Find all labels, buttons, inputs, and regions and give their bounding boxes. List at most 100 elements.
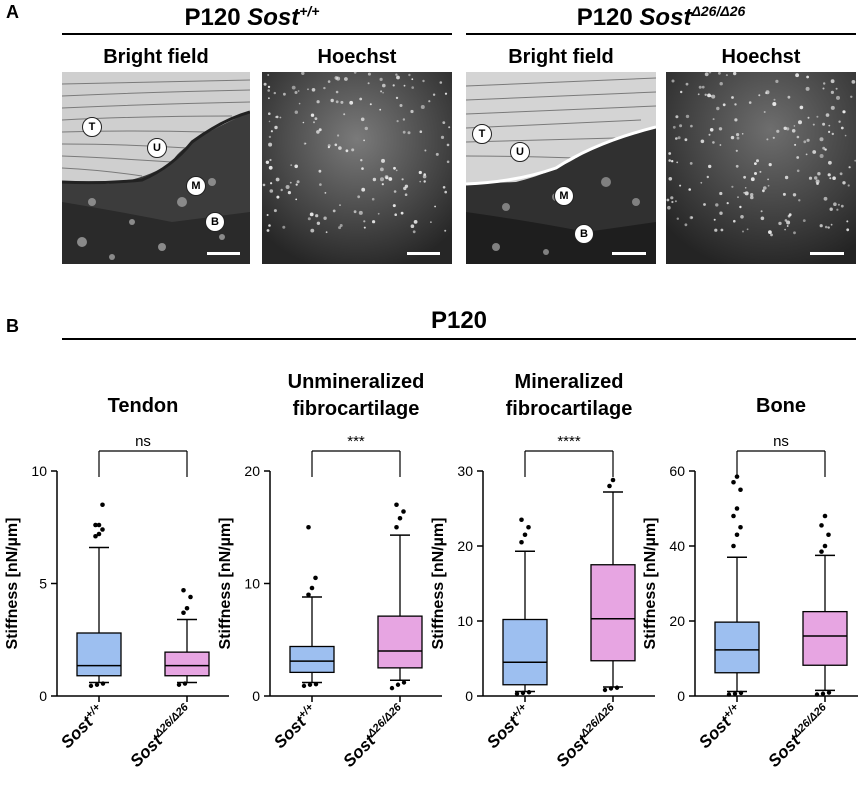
nucleus-dot [339, 204, 341, 207]
nucleus-dot [309, 212, 314, 217]
scale-bar [810, 252, 844, 255]
nucleus-dot [842, 181, 846, 185]
nucleus-dot [773, 98, 776, 101]
nucleus-dot [772, 136, 775, 139]
nucleus-dot [381, 158, 385, 163]
nucleus-dot [384, 175, 389, 179]
chart-2: Mineralized fibrocartilage Stiffness [nN/µ… [430, 371, 655, 771]
nucleus-dot [411, 78, 414, 81]
nucleus-dot [802, 219, 806, 223]
nucleus-dot [671, 160, 674, 163]
nucleus-dot [712, 118, 715, 121]
nucleus-dot [679, 184, 682, 187]
outlier-point [100, 681, 106, 686]
nucleus-dot [704, 93, 707, 96]
nucleus-dot [698, 85, 702, 89]
nucleus-dot [267, 89, 270, 92]
nucleus-dot [338, 226, 342, 230]
outlier-point [822, 543, 828, 549]
outlier-point [397, 515, 403, 521]
nucleus-dot [760, 210, 763, 213]
nucleus-dot [361, 167, 364, 170]
outlier-point [819, 549, 824, 554]
outlier-point [401, 509, 406, 514]
nucleus-dot [819, 154, 824, 158]
nucleus-dot [719, 144, 722, 146]
nucleus-dot [760, 216, 765, 221]
outlier-point [313, 681, 319, 687]
y-tick-label: 10 [31, 463, 47, 479]
nucleus-dot [273, 91, 276, 95]
nucleus-dot [807, 116, 810, 119]
nucleus-dot [307, 217, 311, 221]
nucleus-dot [268, 97, 270, 100]
nucleus-dot [842, 110, 846, 114]
outlier-point [394, 502, 399, 508]
chart-title: Bone [756, 395, 806, 417]
box-wildtype [714, 474, 760, 697]
nucleus-dot [676, 161, 679, 164]
nucleus-dot [754, 162, 757, 165]
nucleus-dot [679, 124, 683, 128]
nucleus-dot [280, 188, 283, 192]
nucleus-dot [419, 180, 421, 183]
group-title-genotype: Δ26/Δ26 [691, 3, 746, 19]
outlier-point [738, 524, 743, 530]
nucleus-dot [776, 129, 780, 133]
outlier-point [820, 691, 826, 696]
nucleus-dot [395, 96, 399, 100]
nucleus-dot [423, 180, 426, 183]
nucleus-dot [793, 125, 796, 127]
outlier-point [526, 524, 531, 530]
region-label-mineralized: M [554, 186, 574, 206]
nucleus-dot [772, 102, 777, 106]
nucleus-dot [395, 169, 398, 172]
iqr-box [164, 651, 210, 677]
nucleus-dot [263, 82, 267, 86]
outlier-point [184, 605, 190, 611]
outlier-point [401, 680, 407, 685]
nucleus-dot [358, 210, 363, 215]
nucleus-dot [440, 135, 445, 139]
nucleus-dot [770, 233, 773, 237]
nucleus-dot [444, 229, 447, 232]
iqr-box [714, 621, 760, 674]
group-rule-mutant [466, 33, 856, 35]
nucleus-dot [268, 165, 273, 170]
nucleus-dot [399, 104, 403, 107]
nucleus-dot [829, 177, 832, 180]
nucleus-dot [371, 197, 375, 201]
outlier-point [389, 685, 395, 691]
nucleus-dot [395, 73, 398, 76]
outlier-point [306, 524, 311, 530]
nucleus-dot [295, 183, 298, 186]
outlier-point [395, 682, 401, 687]
iqr-box [590, 564, 636, 662]
nucleus-dot [733, 219, 736, 223]
nucleus-dot [439, 81, 443, 84]
outlier-point [96, 522, 102, 528]
scale-bar [207, 252, 240, 255]
nucleus-dot [671, 79, 675, 83]
nucleus-dot [762, 189, 765, 193]
nucleus-dot [345, 149, 349, 153]
x-tick-label: SostΔ26/Δ26 [339, 701, 409, 771]
nucleus-dot [768, 230, 772, 235]
nucleus-dot [823, 196, 828, 201]
nucleus-dot [827, 173, 831, 177]
y-tick-label: 10 [457, 613, 473, 629]
nucleus-dot [775, 79, 779, 83]
iqr-box [802, 610, 848, 666]
nucleus-dot [422, 79, 425, 83]
nucleus-dot [400, 211, 404, 215]
nucleus-dot [335, 90, 339, 94]
nucleus-dot [344, 77, 348, 81]
nucleus-dot [372, 220, 376, 224]
outlier-point [96, 531, 102, 537]
nucleus-dot [444, 190, 447, 194]
nucleus-dot [798, 199, 801, 202]
nucleus-dot [310, 228, 315, 233]
nucleus-dot [269, 189, 274, 193]
y-tick-label: 20 [457, 538, 473, 554]
y-tick-label: 30 [457, 463, 473, 479]
